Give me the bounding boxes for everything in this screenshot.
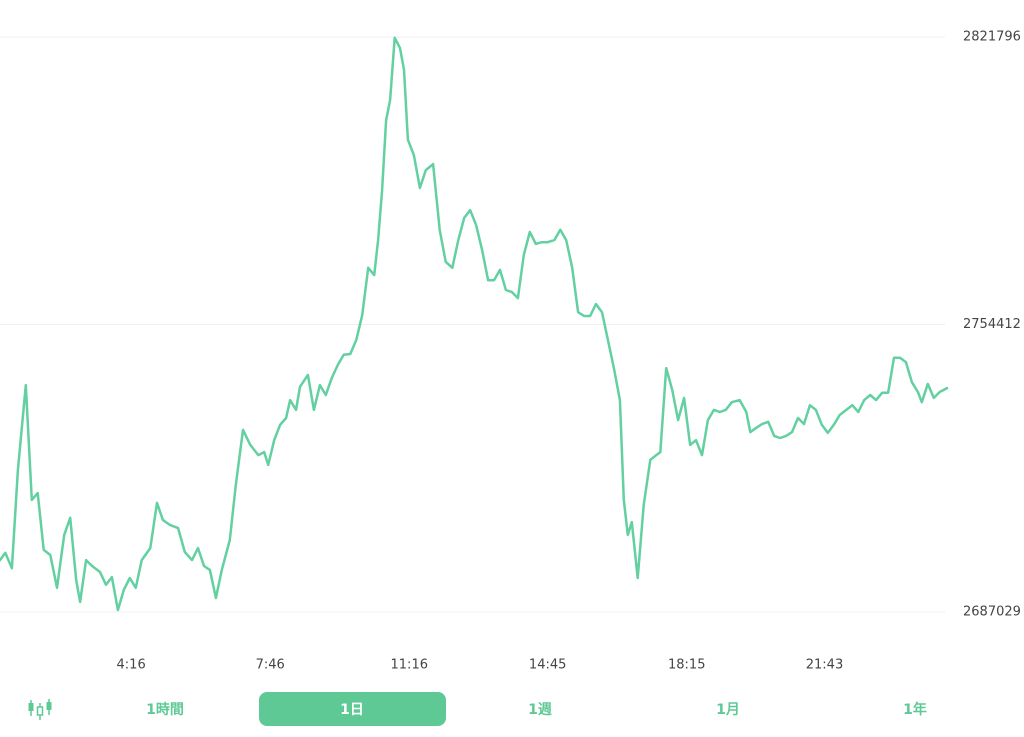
tab[interactable]: 1週 [528,702,552,718]
tab[interactable]: 1月 [716,702,740,718]
x-tick-label: 14:45 [529,658,566,673]
x-tick-label: 4:16 [117,658,146,673]
y-tick-label: 2754412 [963,317,1021,332]
x-tick-label: 18:15 [668,658,705,673]
price-line [0,36,949,612]
x-tick-label: 11:16 [391,658,428,673]
y-tick-label: 2687029 [963,605,1021,620]
chart-type-icon[interactable] [28,699,52,720]
y-tick-label: 2821796 [963,30,1021,45]
tab[interactable]: 1年 [903,701,927,718]
tab[interactable]: 1日 [340,702,364,718]
x-tick-label: 7:46 [256,658,285,673]
tab[interactable]: 1時間 [146,701,184,718]
tab-active-bg [259,692,446,726]
x-tick-label: 21:43 [806,658,843,673]
